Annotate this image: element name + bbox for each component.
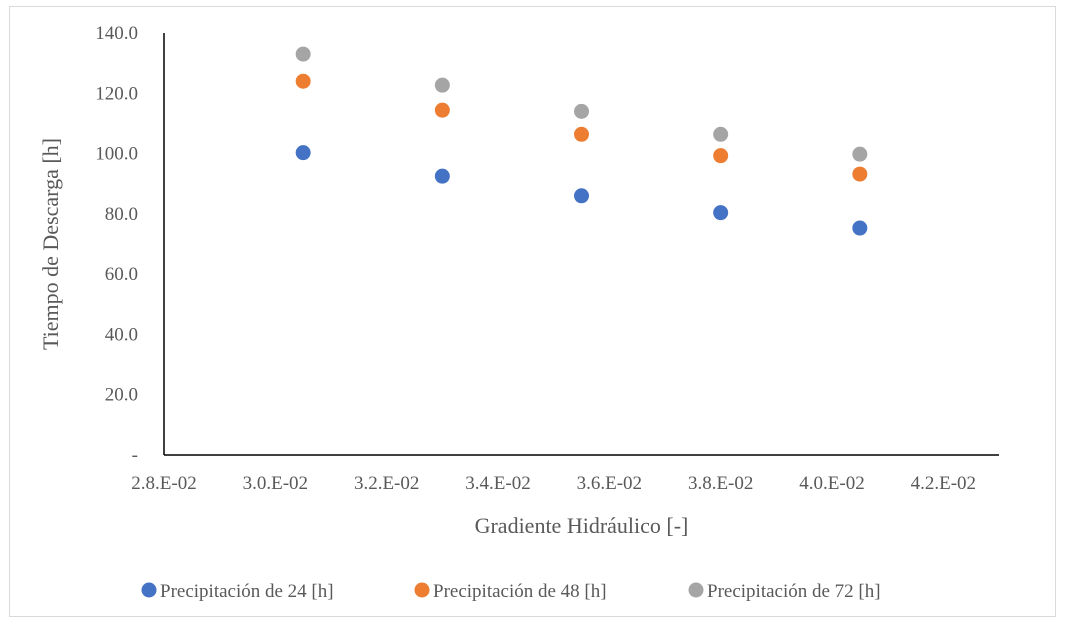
data-point-series-3 xyxy=(295,46,311,62)
data-points xyxy=(295,46,868,236)
data-point-series-3 xyxy=(434,77,450,93)
y-tick-label: 40.0 xyxy=(105,324,138,345)
legend-item: Precipitación de 48 [h] xyxy=(414,581,607,602)
y-axis-title: Tiempo de Descarga [h] xyxy=(38,138,63,350)
data-point-series-1 xyxy=(434,168,450,184)
y-tick-labels: - 20.0 40.0 60.0 80.0 100.0 120.0 140.0 xyxy=(95,23,138,466)
legend: Precipitación de 24 [h] Precipitación de … xyxy=(141,581,881,602)
x-tick-label: 3.8.E-02 xyxy=(688,473,753,494)
x-tick-label: 2.8.E-02 xyxy=(131,473,196,494)
y-tick-label: 100.0 xyxy=(95,144,138,165)
y-tick-label: 60.0 xyxy=(105,264,138,285)
x-tick-label: 3.6.E-02 xyxy=(577,473,642,494)
data-point-series-2 xyxy=(434,102,450,118)
data-point-series-1 xyxy=(295,145,311,161)
y-tick-label: 140.0 xyxy=(95,23,138,44)
data-point-series-1 xyxy=(852,220,868,236)
data-point-series-1 xyxy=(713,205,729,221)
legend-marker xyxy=(141,582,157,598)
legend-item: Precipitación de 72 [h] xyxy=(688,581,881,602)
y-tick-label: 80.0 xyxy=(105,204,138,225)
axes xyxy=(163,33,999,456)
x-tick-label: 3.2.E-02 xyxy=(354,473,419,494)
x-tick-label: 3.4.E-02 xyxy=(465,473,530,494)
data-point-series-2 xyxy=(713,148,729,164)
data-point-series-3 xyxy=(574,103,589,119)
y-tick-label: 120.0 xyxy=(95,83,138,104)
data-point-series-2 xyxy=(852,166,868,182)
legend-label: Precipitación de 24 [h] xyxy=(160,581,334,602)
x-tick-label: 3.0.E-02 xyxy=(243,473,308,494)
data-point-series-1 xyxy=(574,188,589,204)
x-axis-title: Gradiente Hidráulico [-] xyxy=(475,513,689,538)
legend-item: Precipitación de 24 [h] xyxy=(141,581,334,602)
data-point-series-2 xyxy=(574,126,589,142)
legend-label: Precipitación de 48 [h] xyxy=(433,581,607,602)
legend-label: Precipitación de 72 [h] xyxy=(707,581,881,602)
data-point-series-3 xyxy=(713,126,729,142)
legend-marker xyxy=(414,582,430,598)
data-point-series-2 xyxy=(295,73,311,89)
y-tick-label: - xyxy=(132,445,138,466)
y-tick-label: 20.0 xyxy=(105,385,138,406)
x-tick-label: 4.2.E-02 xyxy=(911,473,976,494)
x-tick-label: 4.0.E-02 xyxy=(799,473,864,494)
data-point-series-3 xyxy=(852,146,868,162)
legend-marker xyxy=(688,582,704,598)
x-tick-labels: 2.8.E-02 3.0.E-02 3.2.E-02 3.4.E-02 3.6.E-02… xyxy=(131,473,976,494)
chart-area: - 20.0 40.0 60.0 80.0 100.0 120.0 140.0 2.8.E-0… xyxy=(9,6,1056,617)
scatter-chart: - 20.0 40.0 60.0 80.0 100.0 120.0 140.0 2.8.E-0… xyxy=(38,23,999,602)
